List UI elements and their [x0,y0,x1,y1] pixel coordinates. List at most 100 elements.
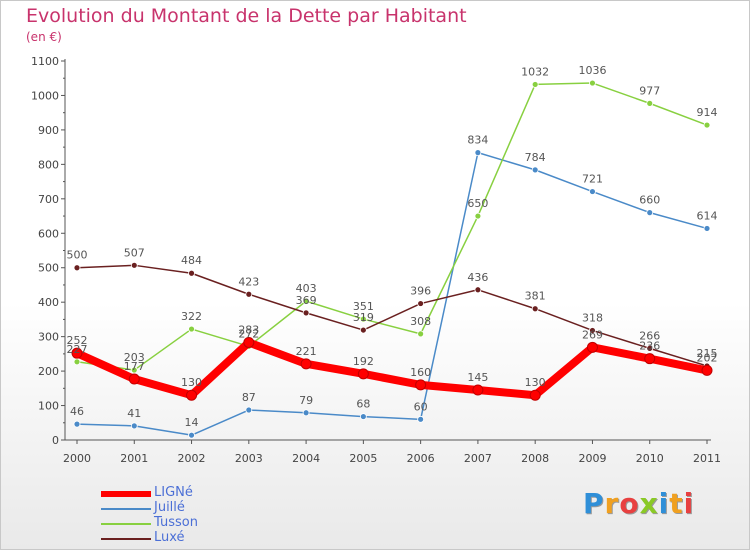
data-point [703,225,711,232]
data-label: 46 [70,405,84,418]
data-point [417,300,425,307]
data-label: 266 [639,329,660,342]
data-label: 396 [410,285,431,298]
data-point [300,358,312,370]
data-point [130,366,138,374]
data-label: 1036 [578,64,606,77]
data-label: 14 [185,416,199,429]
legend-label-tusson: Tusson [154,515,198,530]
data-point [474,286,482,294]
data-point [644,353,656,365]
x-tick-label: 2008 [521,452,549,465]
series-line-0 [73,338,711,400]
data-point [646,344,654,352]
data-point [188,325,195,333]
data-label: 87 [242,391,256,404]
data-label: 227 [67,343,88,356]
x-tick-label: 2009 [578,452,606,465]
data-label: 272 [238,327,259,340]
data-label: 423 [238,275,259,288]
data-label: 203 [124,351,145,364]
data-label: 202 [697,351,718,364]
data-label: 308 [410,315,431,328]
data-point [359,315,367,323]
data-label: 283 [238,323,259,336]
legend-label-luxe: Luxé [154,530,185,545]
series-line-2 [76,82,708,371]
data-label: 484 [181,254,202,267]
data-label: 41 [127,407,141,420]
data-label: 381 [525,290,546,303]
data-point [186,389,198,401]
data-point [302,297,310,305]
data-label: 160 [410,366,431,379]
data-point [130,261,138,269]
data-label: 660 [639,194,660,207]
x-tick-label: 2001 [120,452,148,465]
y-tick-label: 600 [38,227,59,240]
logo-letter: o [619,487,640,520]
data-label: 145 [467,371,488,384]
x-tick-label: 2011 [693,452,721,465]
data-point [130,422,138,430]
data-point [73,264,81,272]
y-tick-label: 700 [38,193,59,206]
y-tick-label: 800 [38,158,59,171]
x-tick-label: 2004 [292,452,320,465]
data-point [589,188,596,195]
data-point [245,290,253,298]
data-point [302,309,310,317]
y-tick-label: 0 [52,434,59,447]
data-point [474,212,482,220]
data-label: 236 [639,340,660,353]
data-point [357,368,369,380]
chart-subtitle: (en €) [26,30,62,44]
data-point [188,269,195,277]
data-label: 269 [582,328,603,341]
series-line-3 [76,264,708,367]
data-label: 721 [582,173,603,186]
data-point [73,358,81,366]
data-label: 68 [356,398,370,411]
data-label: 79 [299,394,313,407]
data-point [474,149,482,157]
data-point [71,347,83,359]
data-label: 914 [697,106,718,119]
data-label: 507 [124,246,145,259]
data-label: 252 [67,334,88,347]
data-point [243,336,255,348]
data-point [359,326,367,334]
logo-letter: i [683,487,695,520]
chart-title: Evolution du Montant de la Dette par Hab… [26,5,467,27]
data-label: 130 [525,376,546,389]
data-label: 130 [181,376,202,389]
data-label: 1032 [521,65,549,78]
x-tick-label: 2005 [349,452,377,465]
y-tick-label: 1000 [31,89,59,102]
logo-letter: i [658,487,670,520]
data-point [359,413,367,420]
data-point [646,209,654,217]
data-point [703,121,711,129]
data-label: 977 [639,84,660,97]
data-label: 403 [296,282,317,295]
data-point [589,79,596,87]
data-point [128,373,140,385]
x-tick-label: 2010 [636,452,664,465]
y-tick-label: 900 [38,124,59,137]
y-tick-label: 500 [38,262,59,275]
y-tick-label: 200 [38,365,59,378]
logo-letter: P [583,487,605,520]
data-point [701,364,713,376]
data-point [589,327,596,334]
data-point [415,379,427,391]
proxiti-logo: Proxiti [583,487,694,520]
x-tick-label: 2007 [464,452,492,465]
data-point [586,341,598,353]
x-tick-label: 2000 [63,452,91,465]
data-label: 436 [467,271,488,284]
data-point [646,99,654,107]
data-label: 500 [67,249,88,262]
